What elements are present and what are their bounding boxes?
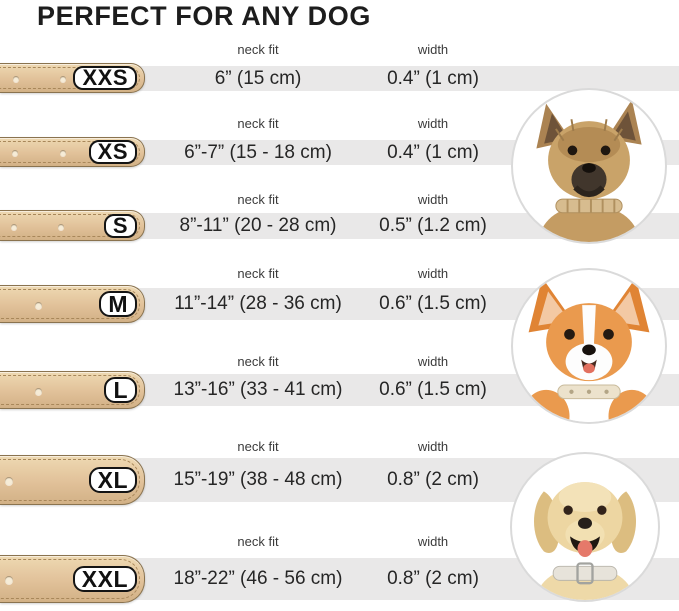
size-badge: XL (88, 467, 137, 493)
collar-strap: XXL (0, 555, 145, 603)
width-header: width (417, 42, 449, 57)
size-badge: XS (88, 139, 137, 164)
collar-hole (12, 150, 18, 156)
width-header: width (417, 534, 449, 549)
width-value: 0.5” (1.2 cm) (379, 215, 487, 236)
width-header: width (417, 192, 449, 207)
width-value: 0.6” (1.5 cm) (379, 379, 487, 400)
neck-fit-header: neck fit (237, 354, 279, 369)
corgi-photo (511, 268, 667, 424)
terrier-photo (511, 88, 667, 244)
labrador-illustration (533, 482, 637, 600)
size-badge: XXL (72, 566, 137, 592)
collar-hole (58, 223, 64, 230)
size-badge: M (99, 291, 137, 317)
neck-fit-value: 6”-7” (15 - 18 cm) (184, 142, 332, 163)
neck-fit-value: 8”-11” (20 - 28 cm) (179, 215, 337, 236)
collar-hole (13, 76, 19, 82)
neck-fit-value: 13”-16” (33 - 41 cm) (173, 379, 343, 400)
collar-strap: XXS (0, 63, 145, 93)
size-badge: XXS (73, 65, 137, 90)
width-header: width (417, 266, 449, 281)
width-header: width (417, 116, 449, 131)
neck-fit-value: 15”-19” (38 - 48 cm) (173, 469, 343, 490)
collar-strap: L (0, 371, 145, 409)
width-value: 0.6” (1.5 cm) (379, 293, 487, 314)
neck-fit-header: neck fit (237, 534, 279, 549)
neck-fit-header: neck fit (237, 192, 279, 207)
width-value: 0.4” (1 cm) (387, 142, 479, 163)
width-header: width (417, 354, 449, 369)
neck-fit-header: neck fit (237, 439, 279, 454)
width-header: width (417, 439, 449, 454)
neck-fit-header: neck fit (237, 116, 279, 131)
neck-fit-value: 6” (15 cm) (214, 68, 302, 89)
collar-hole (34, 387, 42, 395)
collar-strap: XL (0, 455, 145, 505)
size-badge: L (104, 377, 137, 403)
width-value: 0.8” (2 cm) (387, 469, 479, 490)
neck-fit-header: neck fit (237, 266, 279, 281)
neck-fit-header: neck fit (237, 42, 279, 57)
collar-hole (60, 150, 66, 156)
collar-strap: S (0, 210, 145, 241)
width-value: 0.8” (2 cm) (387, 568, 479, 589)
collar-hole (5, 576, 13, 584)
collar-strap: M (0, 285, 145, 323)
collar-hole (5, 477, 13, 485)
corgi-illustration (522, 277, 656, 422)
collar-hole (60, 76, 66, 82)
width-value: 0.4” (1 cm) (387, 68, 479, 89)
neck-fit-value: 18”-22” (46 - 56 cm) (173, 568, 343, 589)
neck-fit-value: 11”-14” (28 - 36 cm) (174, 293, 342, 314)
collar-hole (34, 301, 42, 309)
collar-strap: XS (0, 137, 145, 167)
collar-hole (11, 223, 17, 230)
terrier-illustration (536, 99, 642, 242)
page-title: PERFECT FOR ANY DOG (37, 1, 371, 31)
size-badge: S (103, 213, 137, 238)
labrador-photo (510, 452, 660, 602)
